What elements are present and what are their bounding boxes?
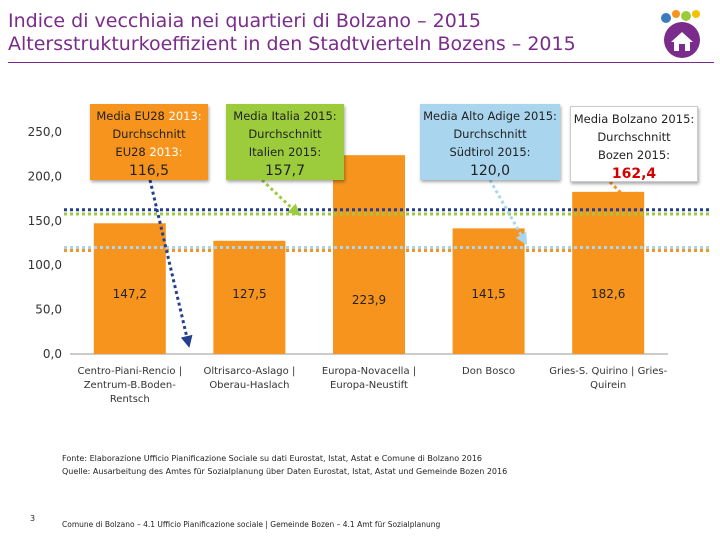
x-category-label: Gries-S. Quirino | Gries- (549, 366, 667, 377)
bar-value-label: 147,2 (113, 287, 147, 301)
footer-text: Comune di Bolzano – 4.1 Ufficio Pianific… (62, 520, 441, 529)
callout-eu-line2: Durchschnitt (112, 127, 186, 141)
callout-bz-line3: Bozen 2015: (597, 148, 671, 162)
x-category-label: Europa-Novacella | (322, 366, 416, 377)
house-logo-icon (661, 10, 700, 58)
callout-aa-line3: Südtirol 2015: (449, 145, 531, 159)
callout-arrow (148, 179, 193, 348)
x-category-label: Europa-Neustift (330, 380, 408, 391)
y-tick-label: 150,0 (28, 214, 62, 228)
source-note: Fonte: Elaborazione Ufficio Pianificazio… (62, 452, 507, 478)
callout-aa-value: 120,0 (469, 163, 511, 179)
y-tick-label: 250,0 (28, 125, 62, 139)
title-divider (8, 62, 714, 63)
bar (333, 155, 405, 354)
bar (213, 240, 286, 354)
callout-aa-line1: Media Alto Adige 2015: (423, 109, 557, 123)
bar (572, 191, 645, 354)
callout-bz-line2: Durchschnitt (597, 130, 671, 144)
callout-it-line1: Media Italia 2015: (233, 109, 337, 123)
callout-arrow (260, 178, 301, 217)
callout-south-tyrol-average: Media Alto Adige 2015: Durchschnitt Südt… (420, 104, 560, 180)
page-title: Indice di vecchiaia nei quartieri di Bol… (8, 10, 648, 56)
x-category-label: Zentrum-B.Boden- (84, 380, 177, 391)
callout-it-line3: Italien 2015: (248, 145, 322, 159)
y-tick-label: 100,0 (28, 258, 62, 272)
x-category-label: Quirein (590, 380, 626, 391)
callout-arrow (608, 180, 637, 209)
callout-bz-line1: Media Bolzano 2015: (573, 112, 695, 126)
bar-value-label: 127,5 (232, 287, 266, 301)
page-number: 3 (30, 514, 36, 523)
x-category-label: Don Bosco (462, 366, 515, 377)
bar (93, 223, 166, 354)
callout-bolzano-average: Media Bolzano 2015: Durchschnitt Bozen 2… (570, 106, 698, 182)
callout-italy-average: Media Italia 2015: Durchschnitt Italien … (226, 104, 344, 180)
callout-eu-value: 116,5 (128, 163, 170, 179)
x-category-label: Oberau-Haslach (209, 380, 289, 391)
y-tick-label: 50,0 (35, 303, 62, 317)
source-german: Quelle: Ausarbeitung des Amtes für Sozia… (62, 467, 508, 476)
callout-eu-line1: Media EU28 2013: (96, 109, 202, 123)
title-line-german: Altersstrukturkoeffizient in den Stadtvi… (8, 33, 576, 55)
bar-chart: 0,0 50,0 100,0 150,0 200,0 250,0 147,2 127,5 22… (28, 125, 710, 405)
callout-it-value: 157,7 (264, 163, 306, 179)
source-italian: Fonte: Elaborazione Ufficio Pianificazio… (62, 454, 482, 463)
x-category-label: Rentsch (110, 394, 150, 405)
y-tick-label: 200,0 (28, 169, 62, 183)
x-category-label: Centro-Piani-Rencio | (78, 366, 183, 377)
title-line-italian: Indice di vecchiaia nei quartieri di Bol… (8, 10, 481, 32)
callout-bz-value: 162,4 (611, 166, 657, 182)
y-tick-label: 0,0 (43, 347, 62, 361)
bar-value-label: 141,5 (471, 287, 505, 301)
bar-value-label: 223,9 (352, 293, 386, 307)
bar-value-label: 182,6 (591, 287, 625, 301)
callout-aa-line2: Durchschnitt (453, 127, 527, 141)
callout-eu-average: Media EU28 2013: Durchschnitt EU28 2013:… (90, 104, 208, 180)
bar (452, 228, 525, 354)
callout-it-line2: Durchschnitt (248, 127, 322, 141)
x-category-label: Oltrisarco-Aslago | (203, 366, 295, 377)
callout-eu-line3: EU28 2013: (115, 145, 183, 159)
